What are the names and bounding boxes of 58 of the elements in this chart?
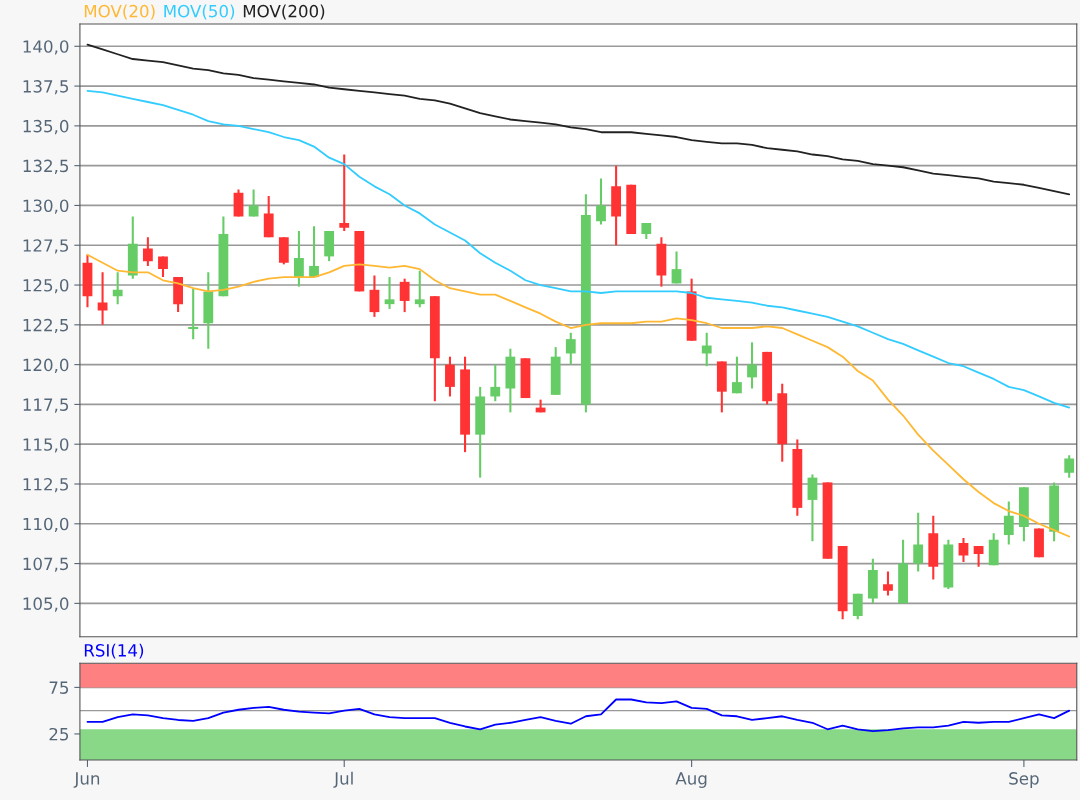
candlestick bbox=[384, 276, 395, 310]
y-tick-label: 120,0 bbox=[23, 358, 69, 373]
text: MOV(200) bbox=[243, 4, 325, 20]
candlestick bbox=[233, 188, 244, 218]
candlestick bbox=[565, 331, 576, 366]
candlestick bbox=[97, 271, 108, 326]
x-tick-label: Aug bbox=[675, 772, 707, 788]
text: RSI(14) bbox=[84, 643, 144, 659]
candlestick bbox=[414, 269, 425, 309]
candlestick bbox=[1064, 454, 1075, 479]
y-tick-label: 117,5 bbox=[23, 398, 69, 413]
x-tick-label: Jun bbox=[73, 772, 100, 788]
candlestick bbox=[596, 177, 606, 226]
candlestick bbox=[973, 545, 984, 568]
candlestick bbox=[883, 570, 893, 597]
line-series bbox=[86, 253, 1071, 538]
text: MOV(20) bbox=[84, 4, 155, 20]
candlestick bbox=[399, 277, 410, 314]
y-tick-label: 110,0 bbox=[23, 517, 69, 533]
y-tick-label: 105,0 bbox=[23, 597, 69, 612]
candlestick bbox=[294, 229, 304, 288]
y-tick-label: 122,5 bbox=[23, 318, 69, 334]
candlestick bbox=[958, 537, 969, 564]
y-tick-label: 107,5 bbox=[23, 557, 69, 572]
candlestick bbox=[701, 331, 712, 368]
y-tick-label: 135,0 bbox=[23, 119, 69, 135]
candlestick bbox=[339, 153, 350, 232]
candlestick bbox=[490, 363, 501, 403]
y-tick-label: 140,0 bbox=[23, 40, 69, 55]
x-tick-label: Sep bbox=[1009, 772, 1039, 788]
text: MOV(50) bbox=[164, 4, 235, 20]
y-tick-label: 25 bbox=[49, 727, 69, 741]
candlestick bbox=[142, 236, 153, 267]
line-series bbox=[86, 43, 1071, 196]
candlestick bbox=[1003, 500, 1014, 546]
candlestick bbox=[852, 592, 863, 621]
candlestick bbox=[807, 473, 818, 543]
candlestick bbox=[913, 511, 924, 573]
candlestick bbox=[445, 355, 455, 398]
candlestick bbox=[732, 355, 742, 395]
y-tick-label: 137,5 bbox=[23, 80, 69, 95]
y-tick-label: 130,0 bbox=[23, 199, 69, 214]
y-tick-label: 115,0 bbox=[23, 438, 69, 453]
candlestick bbox=[747, 341, 757, 390]
y-tick-label: 127,5 bbox=[23, 239, 69, 254]
candlestick bbox=[369, 274, 380, 318]
candlestick bbox=[248, 188, 259, 218]
candlestick bbox=[158, 255, 168, 279]
candlestick bbox=[112, 271, 123, 306]
x-tick-label: Jul bbox=[333, 771, 353, 788]
y-tick-label: 125,0 bbox=[23, 279, 69, 294]
line-series bbox=[86, 698, 1071, 733]
line-series bbox=[86, 89, 1071, 409]
y-tick-label: 132,5 bbox=[23, 159, 69, 174]
candlestick bbox=[263, 194, 274, 239]
y-tick-label: 75 bbox=[49, 681, 69, 694]
candlestick bbox=[187, 287, 200, 341]
y-tick-label: 112,5 bbox=[23, 477, 69, 493]
